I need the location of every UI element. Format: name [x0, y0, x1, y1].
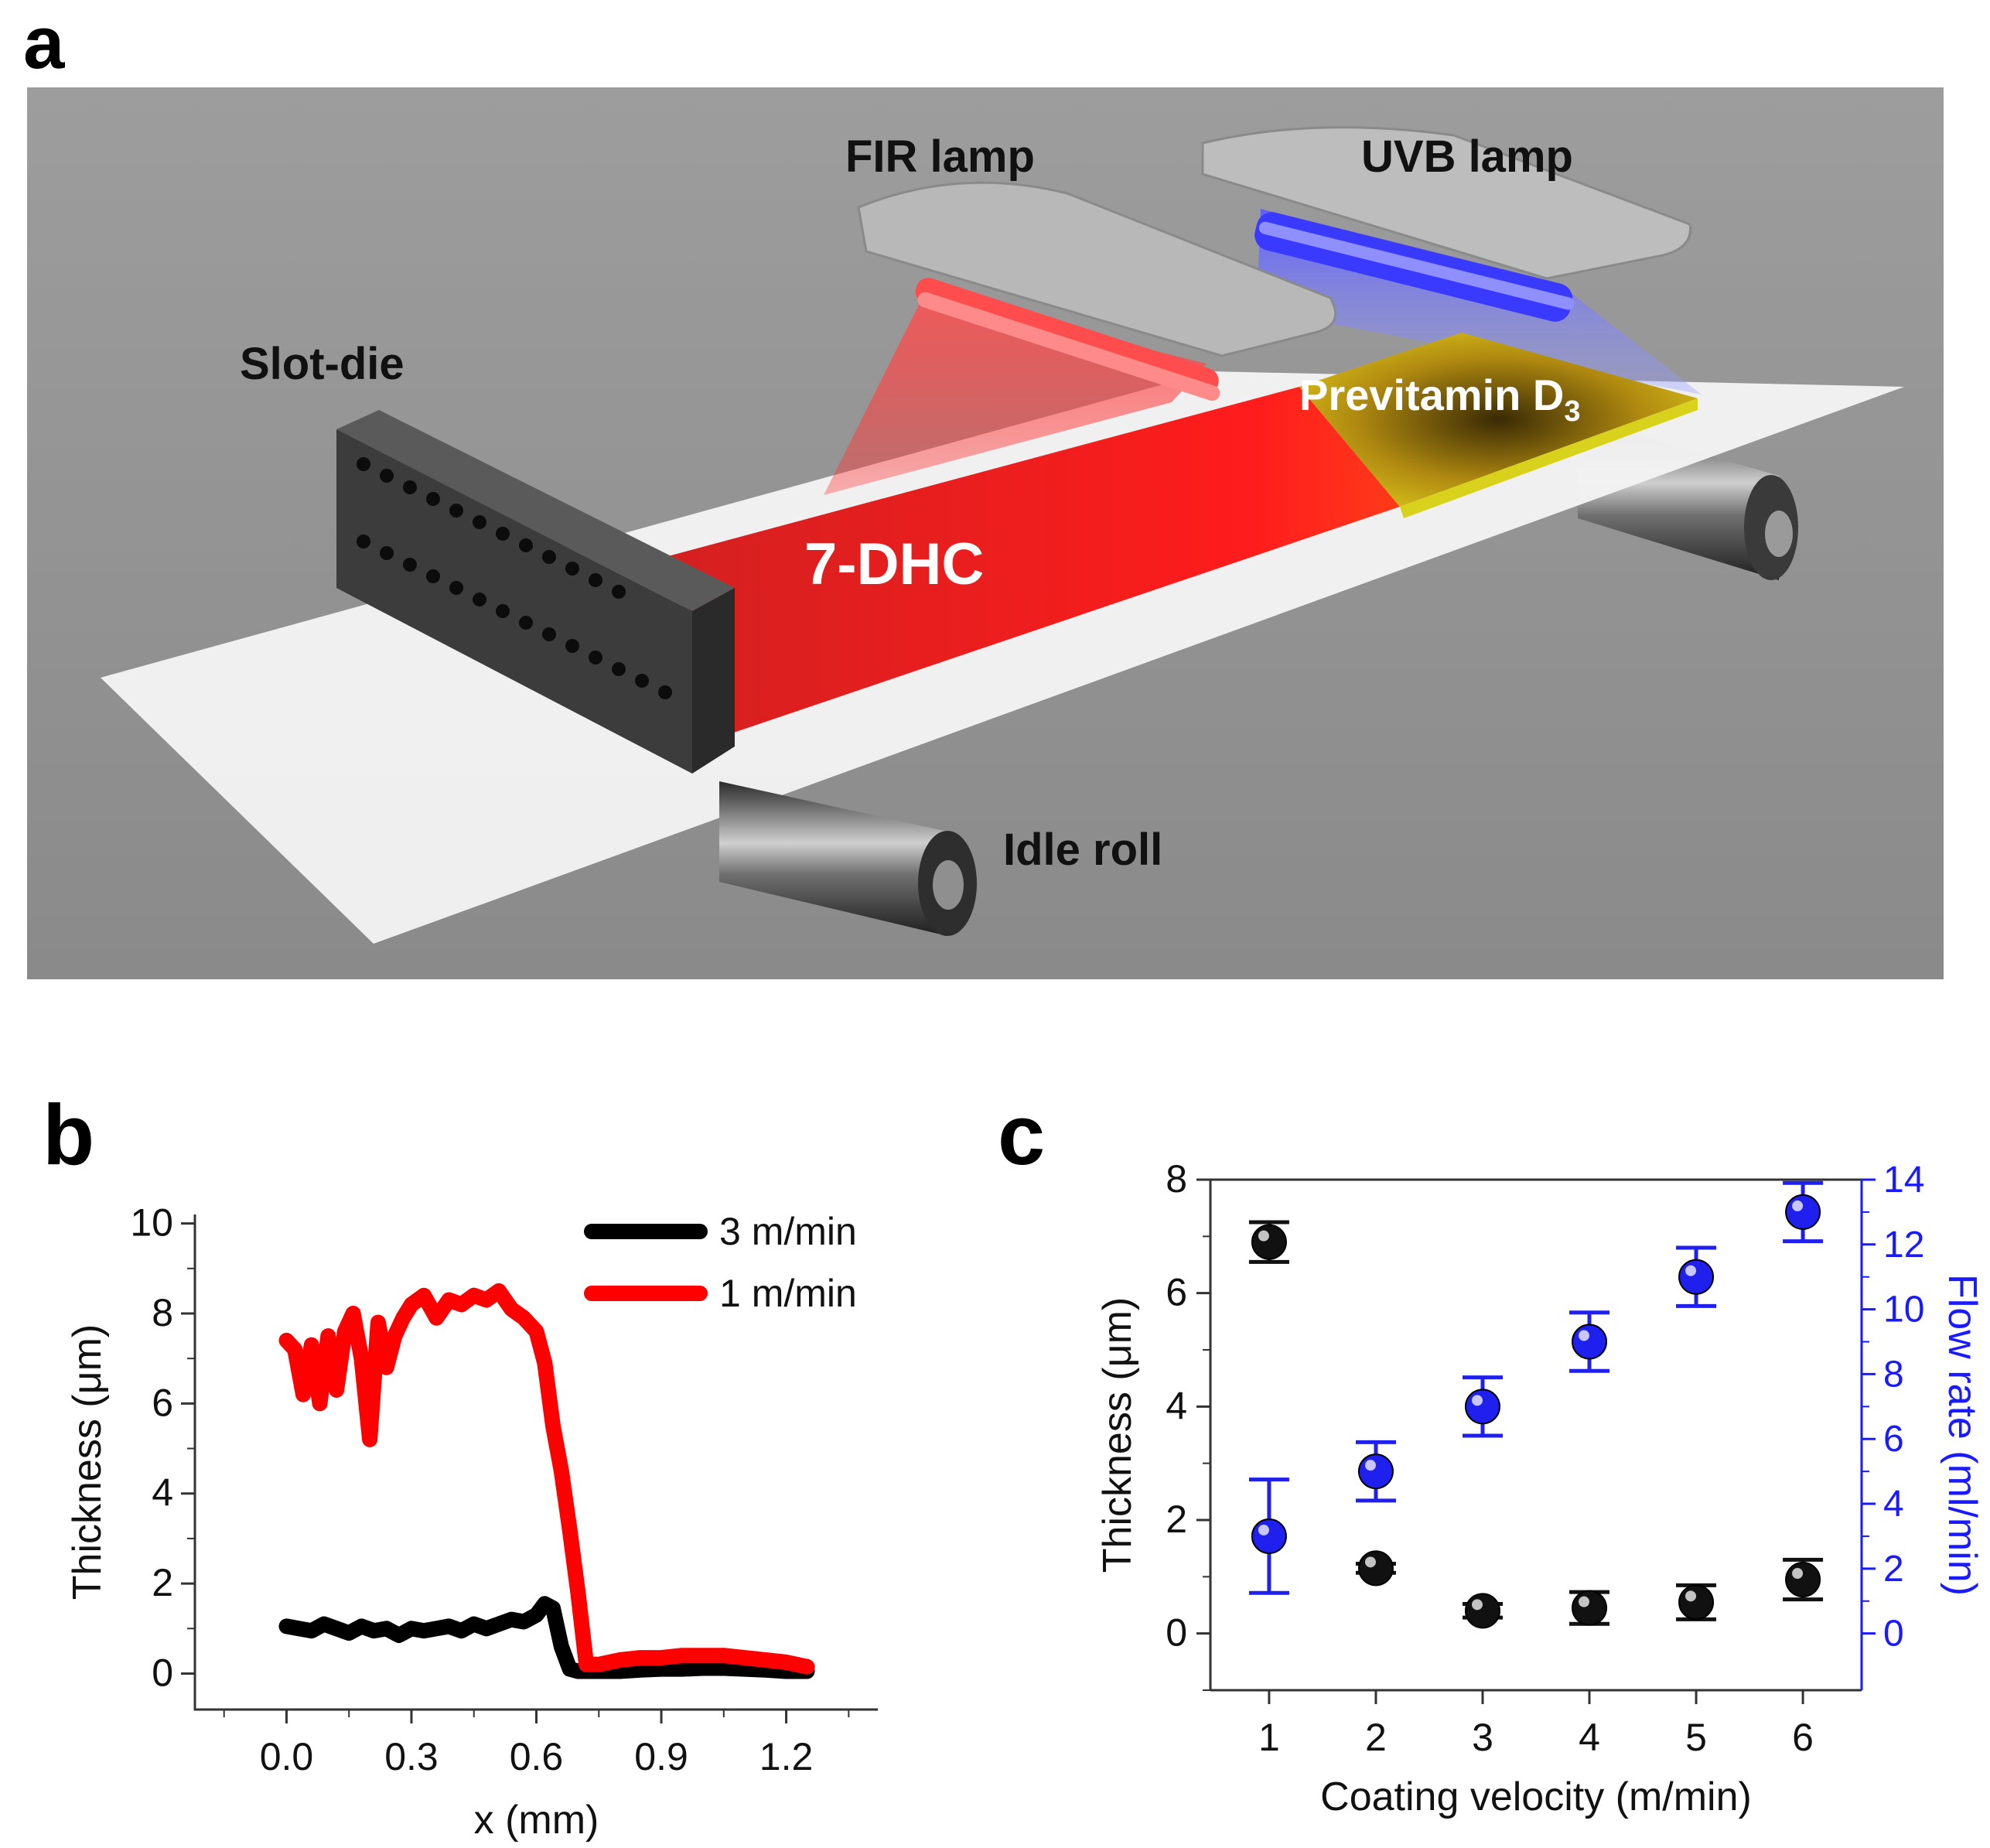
chart-c-y2tick-label: 10	[1883, 1290, 1924, 1330]
panel-b-letter: b	[43, 1088, 94, 1183]
chart-b-xtick-label: 1.2	[759, 1735, 814, 1778]
uvb-lamp-label: UVB lamp	[1361, 132, 1573, 182]
chart-b-series-line	[278, 1283, 815, 1675]
chart-b-xlabel: x (mm)	[474, 1798, 599, 1843]
chart-c-y2tick-label: 2	[1883, 1549, 1904, 1590]
chart-c-point-highlight	[1471, 1599, 1483, 1611]
dhc-label: 7-DHC	[804, 531, 984, 597]
chart-c-y2tick-label: 6	[1883, 1419, 1904, 1460]
chart-b-axes	[193, 1214, 878, 1711]
chart-b-ytick-label: 8	[152, 1291, 173, 1334]
chart-c-point	[1678, 1584, 1715, 1621]
chart-b-legend-label: 1 m/min	[719, 1272, 857, 1315]
chart-c-point	[1251, 1224, 1287, 1260]
chart-c-y2tick-label: 12	[1883, 1225, 1924, 1266]
chart-b-xtick-label: 0.6	[510, 1735, 564, 1778]
chart-b-xtick-label: 0.0	[260, 1735, 314, 1778]
chart-b-ylabel: Thickness (μm)	[65, 1324, 110, 1600]
previtamin-label-subscript: 3	[1564, 395, 1580, 428]
chart-c-point	[1785, 1194, 1821, 1230]
chart-c-point-highlight	[1471, 1395, 1483, 1406]
chart-c-point-highlight	[1258, 1524, 1269, 1535]
chart-c-point-highlight	[1364, 1460, 1376, 1471]
chart-c-point	[1357, 1453, 1394, 1490]
previtamin-edge	[1400, 398, 1698, 518]
chart-c-ytick-label: 6	[1166, 1271, 1187, 1314]
chart-c-point-highlight	[1792, 1200, 1804, 1211]
chart-c-point-highlight	[1792, 1568, 1804, 1579]
chart-c-point-highlight	[1579, 1596, 1590, 1607]
panel-a-letter: a	[23, 2, 65, 84]
previtamin-label: Previtamin D3	[1299, 371, 1580, 428]
fir-lamp-housing	[857, 181, 1337, 401]
chart-c-point-highlight	[1685, 1590, 1697, 1602]
chart-b-ytick-label: 6	[152, 1381, 173, 1424]
chart-c-point-highlight	[1685, 1265, 1697, 1276]
chart-c-point	[1572, 1324, 1608, 1360]
chart-c-point-highlight	[1258, 1230, 1269, 1242]
chart-c-xtick-label: 2	[1365, 1716, 1387, 1759]
fir-lamp-label: FIR lamp	[845, 132, 1035, 182]
chart-c-ytick-label: 2	[1166, 1498, 1187, 1541]
chart-c-point	[1785, 1562, 1821, 1597]
chart-b-series-line	[278, 1596, 815, 1679]
chart-c-point	[1572, 1590, 1608, 1626]
panel-c-letter: c	[998, 1088, 1045, 1183]
chart-b: 0 2 4 6 8 10 0.0 0.3 0.6 0.9 1.2 x (mm) Thickness (μ…	[65, 1201, 878, 1843]
chart-c-xlabel: Coating velocity (m/min)	[1320, 1775, 1752, 1819]
dhc-coating	[665, 387, 1400, 735]
chart-b-ytick-label: 4	[152, 1471, 173, 1515]
chart-b-ytick-label: 10	[130, 1201, 173, 1245]
idle-roll-cylinder	[719, 781, 977, 936]
chart-c-point-highlight	[1579, 1330, 1590, 1341]
chart-b-xtick-label: 0.9	[634, 1735, 688, 1778]
previtamin-layer	[1299, 333, 1698, 507]
chart-c-point-highlight	[1364, 1556, 1376, 1568]
chart-c-point	[1464, 1389, 1500, 1425]
chart-c-xtick-label: 6	[1792, 1716, 1814, 1759]
chart-c-y2tick-label: 8	[1883, 1354, 1904, 1395]
substrate-film	[101, 371, 1904, 944]
chart-b-legend-label: 3 m/min	[719, 1210, 857, 1253]
panel-a-scene: FIR lamp UVB lamp Slot-die Previtamin D3…	[27, 87, 1944, 979]
chart-b-ytick-label: 0	[152, 1651, 173, 1694]
chart-c-y2tick-label: 0	[1883, 1614, 1904, 1655]
chart-c-xtick-label: 4	[1579, 1716, 1600, 1759]
chart-c-y2label: Flow rate (ml/min)	[1940, 1274, 1985, 1596]
slot-die-label: Slot-die	[240, 339, 404, 389]
chart-c-ytick-label: 4	[1166, 1384, 1187, 1427]
chart-c-ytick-label: 0	[1166, 1611, 1187, 1655]
chart-c-xtick-label: 1	[1258, 1716, 1280, 1759]
chart-b-xtick-label: 0.3	[384, 1735, 439, 1778]
chart-c-y2tick-label: 4	[1883, 1484, 1904, 1525]
chart-c-xtick-label: 5	[1685, 1716, 1707, 1759]
slot-die-block	[336, 410, 735, 774]
chart-c-point	[1464, 1593, 1500, 1629]
chart-c-ytick-label: 8	[1166, 1157, 1187, 1201]
chart-c-xtick-label: 3	[1472, 1716, 1493, 1759]
uvb-lamp-housing	[1201, 126, 1692, 322]
previtamin-label-main: Previtamin D	[1299, 371, 1564, 419]
chart-b-ytick-label: 2	[152, 1561, 173, 1604]
chart-c-point	[1251, 1518, 1287, 1554]
chart-c-y2tick-label: 14	[1883, 1160, 1924, 1201]
chart-c-point	[1357, 1550, 1394, 1587]
idle-roll-label: Idle roll	[1003, 825, 1162, 875]
chart-c-point	[1678, 1259, 1715, 1295]
chart-c-ylabel: Thickness (μm)	[1095, 1297, 1140, 1573]
